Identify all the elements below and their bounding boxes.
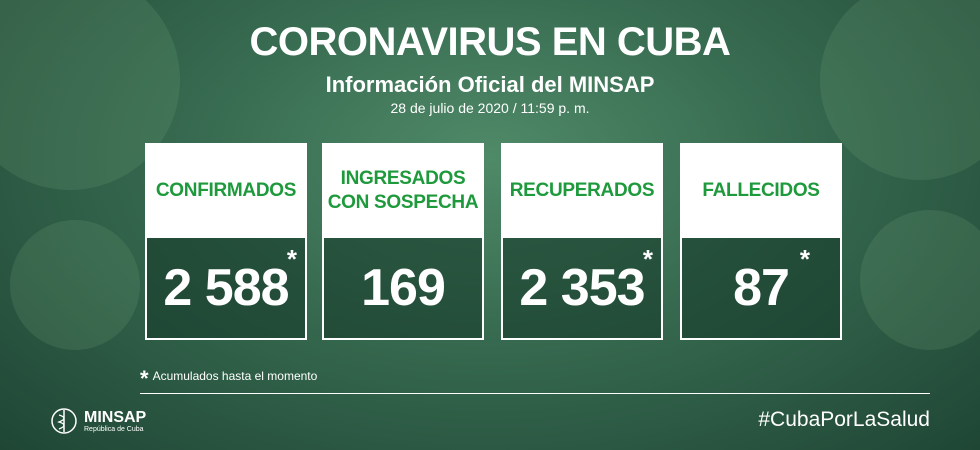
- card-body: 87 *: [680, 238, 842, 340]
- logo: MINSAP República de Cuba: [50, 405, 146, 437]
- card-value: 2 353: [519, 259, 645, 317]
- card-mark: *: [286, 244, 297, 274]
- card-label: INGRESADOS: [340, 167, 466, 189]
- card-value: 2 588: [163, 259, 289, 317]
- footnote-mark: *: [140, 366, 149, 391]
- card-value: 87: [733, 259, 790, 317]
- background-virus: [10, 220, 140, 350]
- card-header: CONFIRMADOS: [145, 143, 307, 238]
- stat-card: FALLECIDOS 87 *: [680, 143, 842, 340]
- card-body: 2 353 *: [501, 238, 663, 340]
- logo-name: MINSAP: [84, 409, 147, 426]
- card-body: 169: [322, 238, 484, 340]
- footnote-text: Acumulados hasta el momento: [152, 369, 318, 383]
- logo-emblem: [51, 408, 77, 434]
- title: CORONAVIRUS EN CUBA: [249, 20, 731, 64]
- card-label: FALLECIDOS: [702, 179, 820, 201]
- footnote: * Acumulados hasta el momento: [140, 366, 317, 392]
- divider: [140, 393, 930, 394]
- card-label: RECUPERADOS: [509, 179, 655, 201]
- date: 28 de julio de 2020 / 11:59 p. m.: [390, 100, 590, 116]
- card-mark: *: [799, 244, 810, 274]
- stat-card: RECUPERADOS 2 353 *: [501, 143, 663, 340]
- card-label: CON SOSPECHA: [327, 191, 479, 213]
- card-header: FALLECIDOS: [680, 143, 842, 238]
- hashtag: #CubaPorLaSalud: [758, 408, 930, 431]
- card-label: CONFIRMADOS: [155, 179, 297, 201]
- card-mark: *: [642, 244, 653, 274]
- stat-card: CONFIRMADOS 2 588 *: [145, 143, 307, 340]
- stat-card: INGRESADOS CON SOSPECHA 169: [322, 143, 484, 340]
- card-body: 2 588 *: [145, 238, 307, 340]
- card-header: RECUPERADOS: [501, 143, 663, 238]
- card-header: INGRESADOS CON SOSPECHA: [322, 143, 484, 238]
- logo-subtitle: República de Cuba: [84, 426, 144, 433]
- background-virus: [860, 210, 980, 350]
- subtitle: Información Oficial del MINSAP: [325, 72, 655, 97]
- card-value: 169: [361, 259, 446, 317]
